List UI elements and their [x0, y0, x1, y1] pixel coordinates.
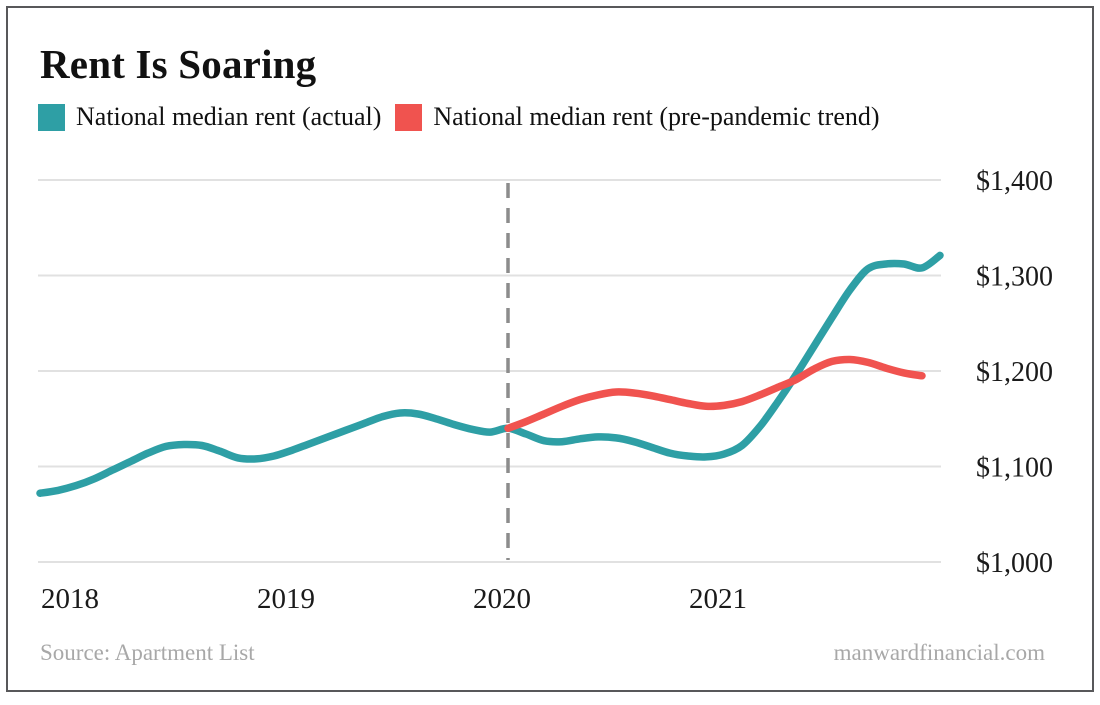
chart-title: Rent Is Soaring — [40, 41, 317, 87]
x-tick-label-2018: 2018 — [41, 583, 99, 615]
source-credit: Source: Apartment List — [40, 640, 255, 665]
x-tick-label-2019: 2019 — [257, 583, 315, 615]
legend-label-actual: National median rent (actual) — [76, 102, 382, 131]
y-tick-label-1200: $1,200 — [976, 357, 1053, 388]
legend-swatch-trend-icon — [395, 103, 423, 131]
legend: National median rent (actual) National m… — [38, 102, 880, 132]
chart-frame — [6, 6, 1094, 692]
x-tick-label-2020: 2020 — [473, 583, 531, 615]
y-tick-label-1000: $1,000 — [976, 548, 1053, 579]
y-tick-label-1400: $1,400 — [976, 166, 1053, 197]
legend-label-trend: National median rent (pre-pandemic trend… — [433, 102, 880, 131]
x-tick-label-2021: 2021 — [689, 583, 747, 615]
site-credit: manwardfinancial.com — [833, 640, 1045, 665]
legend-item-trend: National median rent (pre-pandemic trend… — [395, 102, 880, 132]
y-tick-label-1100: $1,100 — [976, 453, 1053, 484]
y-tick-label-1300: $1,300 — [976, 262, 1053, 293]
legend-item-actual: National median rent (actual) — [38, 102, 381, 132]
legend-swatch-actual-icon — [38, 103, 65, 131]
series-line-trend — [504, 355, 926, 433]
footer: Source: Apartment List manwardfinancial.… — [40, 640, 1045, 666]
